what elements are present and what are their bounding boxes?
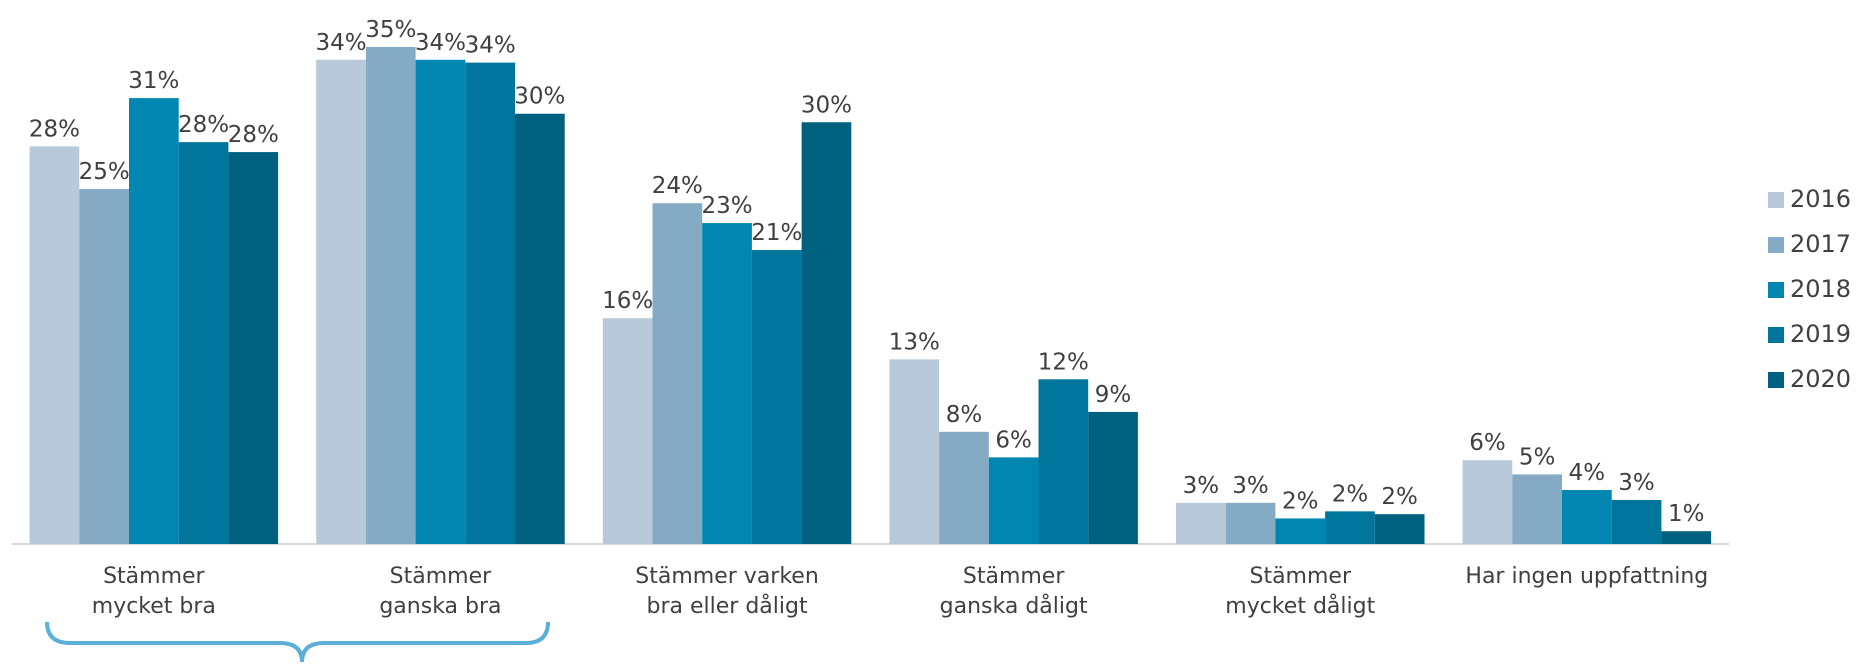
bar	[751, 250, 802, 544]
legend-label: 2018	[1790, 275, 1851, 303]
data-label: 3%	[1183, 473, 1220, 499]
category-label: Stämmer mycket dåligt	[1225, 564, 1376, 619]
category-label: Stämmer ganska bra	[379, 564, 502, 619]
data-label: 35%	[365, 17, 416, 43]
category-label: Stämmer varken bra eller dåligt	[635, 564, 819, 619]
data-label: 6%	[1469, 430, 1506, 456]
data-label: 24%	[652, 173, 703, 199]
brace	[45, 621, 550, 663]
legend-swatch	[1768, 372, 1784, 388]
data-label: 8%	[946, 402, 983, 428]
bar	[1088, 411, 1138, 544]
category-label: Har ingen uppfattning	[1465, 564, 1709, 589]
data-label: 6%	[995, 427, 1032, 453]
bar	[652, 203, 703, 544]
bar	[939, 431, 989, 544]
data-label: 34%	[315, 30, 366, 56]
data-label: 2%	[1332, 481, 1369, 507]
data-label: 21%	[751, 220, 802, 246]
data-label: 3%	[1618, 470, 1655, 496]
data-label: 28%	[228, 122, 279, 148]
bar	[1562, 490, 1612, 544]
legend-swatch	[1768, 282, 1784, 298]
bar	[79, 189, 129, 544]
bar	[1275, 518, 1326, 544]
legend-label: 2017	[1790, 230, 1851, 258]
bar	[1325, 511, 1375, 544]
data-label: 3%	[1232, 473, 1269, 499]
bar	[1661, 531, 1712, 544]
data-label: 1%	[1668, 501, 1705, 527]
data-label: 9%	[1095, 382, 1132, 408]
bar	[1512, 474, 1562, 544]
legend-swatch	[1768, 327, 1784, 343]
data-label: 25%	[79, 159, 130, 185]
data-label: 16%	[602, 288, 653, 314]
data-label: 2%	[1381, 484, 1418, 510]
bar	[602, 318, 653, 544]
legend-label: 2020	[1790, 365, 1851, 393]
category-label: Stämmer ganska dåligt	[939, 564, 1088, 619]
bar	[1462, 460, 1513, 544]
data-label: 23%	[701, 193, 752, 219]
bar	[889, 359, 940, 544]
bar	[1611, 499, 1662, 544]
data-label: 28%	[178, 112, 229, 138]
bar	[1176, 502, 1226, 544]
data-label: 30%	[801, 92, 852, 118]
bar	[465, 62, 515, 545]
data-label: 4%	[1569, 460, 1606, 486]
bar	[228, 152, 279, 544]
bar	[365, 47, 416, 544]
bar	[1374, 514, 1425, 544]
legend-swatch	[1768, 192, 1784, 208]
bar	[702, 223, 752, 544]
bar	[988, 457, 1039, 544]
bar	[415, 59, 466, 544]
data-label: 28%	[29, 116, 80, 142]
data-label: 34%	[465, 33, 516, 59]
data-label: 12%	[1038, 349, 1089, 375]
bar	[29, 146, 80, 544]
data-label: 31%	[128, 68, 179, 94]
bar	[1225, 502, 1276, 544]
bar	[178, 142, 229, 544]
legend-swatch	[1768, 237, 1784, 253]
bar	[801, 122, 852, 544]
data-label: 13%	[889, 329, 940, 355]
data-label: 5%	[1519, 444, 1556, 470]
data-label: 2%	[1282, 488, 1319, 514]
bar	[316, 59, 366, 544]
legend-label: 2016	[1790, 185, 1851, 213]
data-label: 30%	[514, 84, 565, 110]
bar	[1038, 379, 1089, 544]
bar	[129, 98, 179, 545]
bar	[515, 113, 565, 545]
data-label: 34%	[415, 30, 466, 56]
legend-label: 2019	[1790, 320, 1851, 348]
category-label: Stämmer mycket bra	[91, 564, 216, 619]
